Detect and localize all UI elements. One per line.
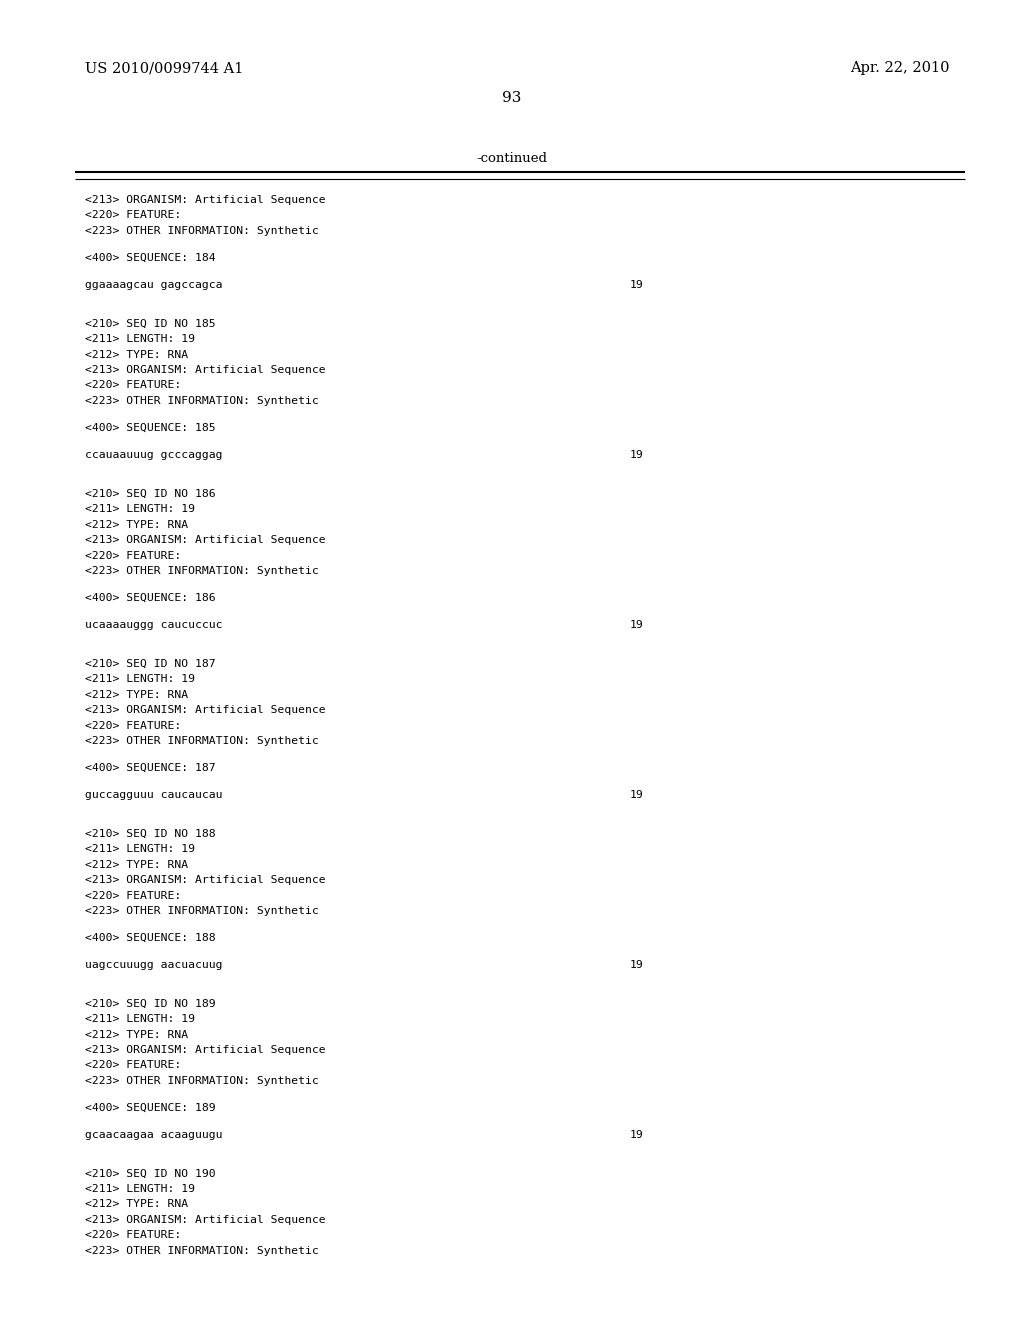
Text: <212> TYPE: RNA: <212> TYPE: RNA: [85, 350, 188, 359]
Text: -continued: -continued: [476, 152, 548, 165]
Text: <211> LENGTH: 19: <211> LENGTH: 19: [85, 843, 195, 854]
Text: <223> OTHER INFORMATION: Synthetic: <223> OTHER INFORMATION: Synthetic: [85, 1076, 318, 1086]
Text: ggaaaagcau gagccagca: ggaaaagcau gagccagca: [85, 280, 222, 290]
Text: 19: 19: [630, 1130, 644, 1140]
Text: <400> SEQUENCE: 189: <400> SEQUENCE: 189: [85, 1104, 216, 1113]
Text: 19: 19: [630, 789, 644, 800]
Text: <210> SEQ ID NO 185: <210> SEQ ID NO 185: [85, 318, 216, 329]
Text: <220> FEATURE:: <220> FEATURE:: [85, 1060, 181, 1071]
Text: <211> LENGTH: 19: <211> LENGTH: 19: [85, 675, 195, 684]
Text: <210> SEQ ID NO 188: <210> SEQ ID NO 188: [85, 829, 216, 838]
Text: <213> ORGANISM: Artificial Sequence: <213> ORGANISM: Artificial Sequence: [85, 705, 326, 715]
Text: <213> ORGANISM: Artificial Sequence: <213> ORGANISM: Artificial Sequence: [85, 366, 326, 375]
Text: <213> ORGANISM: Artificial Sequence: <213> ORGANISM: Artificial Sequence: [85, 1045, 326, 1055]
Text: <223> OTHER INFORMATION: Synthetic: <223> OTHER INFORMATION: Synthetic: [85, 1246, 318, 1257]
Text: <211> LENGTH: 19: <211> LENGTH: 19: [85, 334, 195, 345]
Text: <400> SEQUENCE: 184: <400> SEQUENCE: 184: [85, 253, 216, 263]
Text: <223> OTHER INFORMATION: Synthetic: <223> OTHER INFORMATION: Synthetic: [85, 566, 318, 576]
Text: 19: 19: [630, 620, 644, 630]
Text: 19: 19: [630, 280, 644, 290]
Text: <211> LENGTH: 19: <211> LENGTH: 19: [85, 1184, 195, 1195]
Text: <223> OTHER INFORMATION: Synthetic: <223> OTHER INFORMATION: Synthetic: [85, 906, 318, 916]
Text: <211> LENGTH: 19: <211> LENGTH: 19: [85, 1014, 195, 1024]
Text: <212> TYPE: RNA: <212> TYPE: RNA: [85, 859, 188, 870]
Text: <220> FEATURE:: <220> FEATURE:: [85, 210, 181, 220]
Text: <213> ORGANISM: Artificial Sequence: <213> ORGANISM: Artificial Sequence: [85, 535, 326, 545]
Text: 19: 19: [630, 960, 644, 970]
Text: ccauaauuug gcccaggag: ccauaauuug gcccaggag: [85, 450, 222, 459]
Text: <220> FEATURE:: <220> FEATURE:: [85, 891, 181, 900]
Text: Apr. 22, 2010: Apr. 22, 2010: [851, 61, 950, 75]
Text: <210> SEQ ID NO 189: <210> SEQ ID NO 189: [85, 998, 216, 1008]
Text: <213> ORGANISM: Artificial Sequence: <213> ORGANISM: Artificial Sequence: [85, 875, 326, 884]
Text: <400> SEQUENCE: 188: <400> SEQUENCE: 188: [85, 933, 216, 942]
Text: guccagguuu caucaucau: guccagguuu caucaucau: [85, 789, 222, 800]
Text: <223> OTHER INFORMATION: Synthetic: <223> OTHER INFORMATION: Synthetic: [85, 396, 318, 407]
Text: <220> FEATURE:: <220> FEATURE:: [85, 380, 181, 391]
Text: uagccuuugg aacuacuug: uagccuuugg aacuacuug: [85, 960, 222, 970]
Text: <210> SEQ ID NO 186: <210> SEQ ID NO 186: [85, 488, 216, 499]
Text: ucaaaauggg caucuccuc: ucaaaauggg caucuccuc: [85, 620, 222, 630]
Text: US 2010/0099744 A1: US 2010/0099744 A1: [85, 61, 244, 75]
Text: <220> FEATURE:: <220> FEATURE:: [85, 1230, 181, 1241]
Text: <210> SEQ ID NO 190: <210> SEQ ID NO 190: [85, 1168, 216, 1179]
Text: <223> OTHER INFORMATION: Synthetic: <223> OTHER INFORMATION: Synthetic: [85, 737, 318, 746]
Text: <213> ORGANISM: Artificial Sequence: <213> ORGANISM: Artificial Sequence: [85, 195, 326, 205]
Text: <213> ORGANISM: Artificial Sequence: <213> ORGANISM: Artificial Sequence: [85, 1214, 326, 1225]
Text: 19: 19: [630, 450, 644, 459]
Text: <211> LENGTH: 19: <211> LENGTH: 19: [85, 504, 195, 513]
Text: 93: 93: [503, 91, 521, 106]
Text: <212> TYPE: RNA: <212> TYPE: RNA: [85, 1200, 188, 1209]
Text: <400> SEQUENCE: 185: <400> SEQUENCE: 185: [85, 422, 216, 433]
Text: <220> FEATURE:: <220> FEATURE:: [85, 550, 181, 561]
Text: <223> OTHER INFORMATION: Synthetic: <223> OTHER INFORMATION: Synthetic: [85, 226, 318, 236]
Text: <212> TYPE: RNA: <212> TYPE: RNA: [85, 520, 188, 529]
Text: <210> SEQ ID NO 187: <210> SEQ ID NO 187: [85, 659, 216, 668]
Text: <220> FEATURE:: <220> FEATURE:: [85, 721, 181, 730]
Text: <212> TYPE: RNA: <212> TYPE: RNA: [85, 1030, 188, 1040]
Text: <400> SEQUENCE: 186: <400> SEQUENCE: 186: [85, 593, 216, 603]
Text: <400> SEQUENCE: 187: <400> SEQUENCE: 187: [85, 763, 216, 774]
Text: <212> TYPE: RNA: <212> TYPE: RNA: [85, 689, 188, 700]
Text: gcaacaagaa acaaguugu: gcaacaagaa acaaguugu: [85, 1130, 222, 1140]
